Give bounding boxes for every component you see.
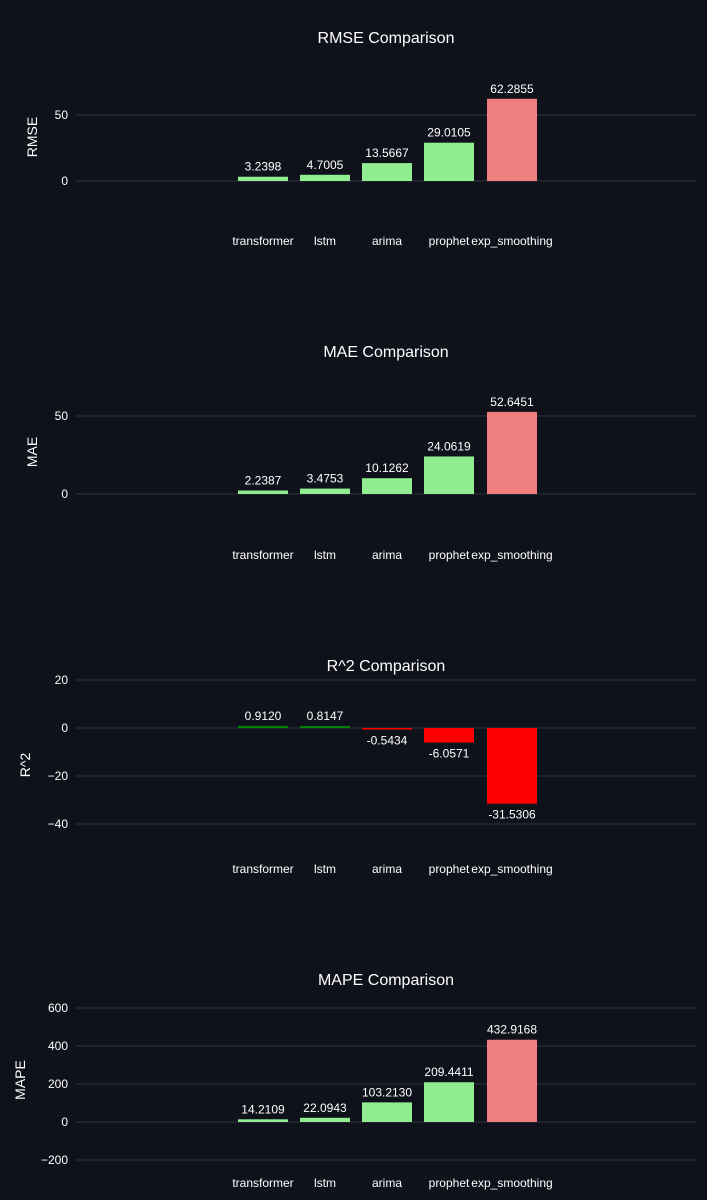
chart-panel-4: −200 0 200 400 600 MAPE Comparison MAPE 14.2109… [12, 972, 697, 1190]
y-tick-label: 0 [61, 1115, 68, 1129]
bar-lstm [300, 488, 350, 494]
chart-title: MAE Comparison [323, 344, 448, 361]
y-axis-title: R^2 [17, 753, 33, 778]
x-tick-label: lstm [314, 234, 336, 248]
bar-prophet [424, 1082, 474, 1122]
y-tick-label: 50 [55, 409, 69, 423]
x-tick-label: arima [372, 1176, 402, 1190]
bar-value-label: 0.9120 [245, 709, 282, 723]
x-tick-label: transformer [232, 862, 293, 876]
bar-value-label: 13.5667 [365, 146, 409, 160]
x-tick-label: lstm [314, 548, 336, 562]
bar-lstm [300, 174, 350, 181]
chart-title: MAPE Comparison [318, 972, 454, 989]
bar-value-label: -0.5434 [367, 734, 408, 748]
y-tick-label: 600 [48, 1001, 68, 1015]
bar-value-label: 209.4411 [424, 1065, 473, 1079]
chart-panel-1: 0 50 RMSE Comparison RMSE 3.2398 transformer 4… [24, 30, 697, 248]
y-tick-label: 0 [61, 487, 68, 501]
y-tick-label: −200 [41, 1153, 68, 1167]
x-tick-label: transformer [232, 548, 293, 562]
bar-exp_smoothing [487, 728, 537, 804]
bar-value-label: -31.5306 [488, 808, 536, 822]
chart-title: RMSE Comparison [318, 30, 455, 47]
x-tick-label: lstm [314, 1176, 336, 1190]
y-tick-label: 400 [48, 1039, 68, 1053]
y-axis-title: MAPE [12, 1060, 28, 1100]
x-tick-label: prophet [429, 862, 470, 876]
y-tick-label: 0 [61, 721, 68, 735]
bar-prophet [424, 456, 474, 494]
y-axis-title: RMSE [24, 117, 40, 157]
x-tick-label: arima [372, 234, 402, 248]
x-tick-label: prophet [429, 1176, 470, 1190]
x-tick-label: transformer [232, 1176, 293, 1190]
bar-arima [362, 478, 412, 494]
bar-exp_smoothing [487, 1039, 537, 1122]
bar-exp_smoothing [487, 98, 537, 181]
bar-prophet [424, 728, 474, 743]
bar-transformer [238, 176, 288, 181]
bar-value-label: 24.0619 [427, 439, 471, 453]
bar-value-label: 2.2387 [245, 474, 282, 488]
bar-lstm [300, 1117, 350, 1122]
y-tick-label: 200 [48, 1077, 68, 1091]
bar-value-label: 62.2855 [490, 82, 534, 96]
bar-value-label: 29.0105 [427, 126, 471, 140]
x-tick-label: exp_smoothing [471, 1176, 552, 1190]
bar-value-label: 10.1262 [365, 461, 409, 475]
bar-arima [362, 1102, 412, 1122]
bar-value-label: 4.7005 [307, 158, 344, 172]
x-tick-label: prophet [429, 234, 470, 248]
chart-panel-3: −40 −20 0 20 R^2 Comparison R^2 0.9120 transfor… [17, 658, 697, 876]
y-tick-label: −20 [48, 769, 69, 783]
bar-value-label: 22.0943 [303, 1101, 347, 1115]
x-tick-label: exp_smoothing [471, 548, 552, 562]
bar-value-label: 14.2109 [241, 1102, 285, 1116]
bar-value-label: 52.6451 [490, 395, 534, 409]
bar-arima [362, 728, 412, 730]
bar-value-label: -6.0571 [429, 747, 470, 761]
y-axis-title: MAE [24, 437, 40, 467]
y-tick-label: 0 [61, 174, 68, 188]
x-tick-label: exp_smoothing [471, 862, 552, 876]
bar-transformer [238, 490, 288, 494]
bar-exp_smoothing [487, 411, 537, 494]
x-tick-label: arima [372, 862, 402, 876]
chart-panel-2: 0 50 MAE Comparison MAE 2.2387 transformer 3.4… [24, 344, 697, 562]
y-tick-label: −40 [48, 817, 69, 831]
bar-arima [362, 163, 412, 181]
bar-prophet [424, 142, 474, 181]
x-tick-label: exp_smoothing [471, 234, 552, 248]
x-tick-label: lstm [314, 862, 336, 876]
bar-value-label: 0.8147 [307, 709, 344, 723]
x-tick-label: prophet [429, 548, 470, 562]
y-tick-label: 50 [55, 108, 69, 122]
bar-lstm [300, 726, 350, 728]
x-tick-label: arima [372, 548, 402, 562]
bar-value-label: 432.9168 [487, 1023, 537, 1037]
bar-transformer [238, 1119, 288, 1122]
bar-value-label: 3.4753 [307, 472, 344, 486]
bar-value-label: 3.2398 [245, 160, 282, 174]
x-tick-label: transformer [232, 234, 293, 248]
chart-title: R^2 Comparison [327, 658, 446, 675]
bar-transformer [238, 725, 288, 728]
y-tick-label: 20 [55, 673, 69, 687]
bar-value-label: 103.2130 [362, 1085, 412, 1099]
